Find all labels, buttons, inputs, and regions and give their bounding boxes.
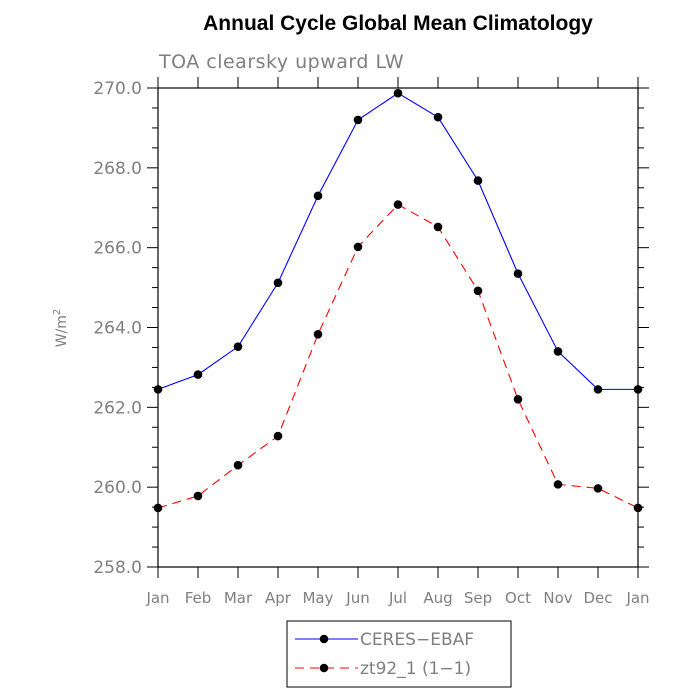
x-tick-label: Jul <box>388 589 407 607</box>
y-axis-label-exponent: 2 <box>52 309 63 315</box>
legend-box <box>286 620 512 688</box>
legend-swatch-marker-1 <box>319 634 329 644</box>
series-1-point <box>433 112 443 122</box>
legend-label-2: zt92_1 (1−1) <box>360 659 471 679</box>
series-2-point <box>153 503 163 513</box>
y-tick-label: 262.0 <box>93 398 142 418</box>
series-2-point <box>473 286 483 296</box>
legend: CERES−EBAF zt92_1 (1−1) <box>286 620 512 688</box>
y-axis-label-unit: W/m <box>54 315 70 347</box>
chart-subtitle: TOA clearsky upward LW <box>158 51 404 73</box>
series-1-point <box>633 385 643 394</box>
x-tick-label: May <box>302 589 333 607</box>
series-1-point <box>513 269 523 278</box>
x-tick-label: Dec <box>583 589 612 607</box>
series-2-point <box>553 480 563 489</box>
series-2-point <box>593 484 603 493</box>
series-1-point <box>273 278 283 288</box>
x-tick-label: Mar <box>224 589 253 607</box>
series-2-point <box>393 200 403 209</box>
series-2-point <box>193 491 203 501</box>
x-tick-label: Jan <box>145 589 169 607</box>
x-tick-label: Nov <box>543 589 572 607</box>
x-tick-label: Oct <box>505 589 531 607</box>
x-tick-label: Jan <box>625 589 649 607</box>
series-2-point <box>313 329 323 339</box>
series-1-point <box>233 342 243 351</box>
legend-swatch-marker-2 <box>319 663 329 673</box>
series-2-point <box>633 503 643 513</box>
y-tick-label: 268.0 <box>93 159 142 179</box>
y-axis-label: W/m2 <box>52 309 70 348</box>
plot-area: 258.0 260.0 262.0 264.0 266.0 268.0 270.0 Jan Fe… <box>93 77 650 607</box>
series-line-1 <box>157 92 638 390</box>
series-1-point <box>193 370 203 379</box>
series-line-2 <box>157 203 639 509</box>
series-2-point <box>233 460 243 470</box>
chart-title: Annual Cycle Global Mean Climatology <box>203 12 593 35</box>
series-1-point <box>353 115 363 125</box>
legend-label-1: CERES−EBAF <box>360 630 474 650</box>
y-tick-label: 266.0 <box>93 239 142 259</box>
series-1-point <box>473 176 483 185</box>
x-tick-label: Jun <box>345 589 369 607</box>
x-tick-label: Apr <box>265 589 292 607</box>
x-tick-label: Feb <box>185 589 212 607</box>
y-tick-label: 260.0 <box>93 478 142 498</box>
series-2-point <box>353 242 363 252</box>
series-2-point <box>433 222 443 232</box>
series-1-point <box>313 191 323 201</box>
series-2-point <box>513 395 523 404</box>
y-tick-label: 264.0 <box>93 319 142 339</box>
series-1-point <box>153 385 163 394</box>
x-tick-label: Sep <box>464 589 492 607</box>
series-1-point <box>393 88 403 98</box>
y-tick-label: 270.0 <box>93 79 142 99</box>
series-2-point <box>273 431 283 441</box>
series-1-point <box>593 385 603 394</box>
x-tick-label: Aug <box>423 589 452 607</box>
y-tick-label: 258.0 <box>93 558 142 578</box>
plot-frame <box>157 87 639 568</box>
series-1-point <box>553 347 563 356</box>
